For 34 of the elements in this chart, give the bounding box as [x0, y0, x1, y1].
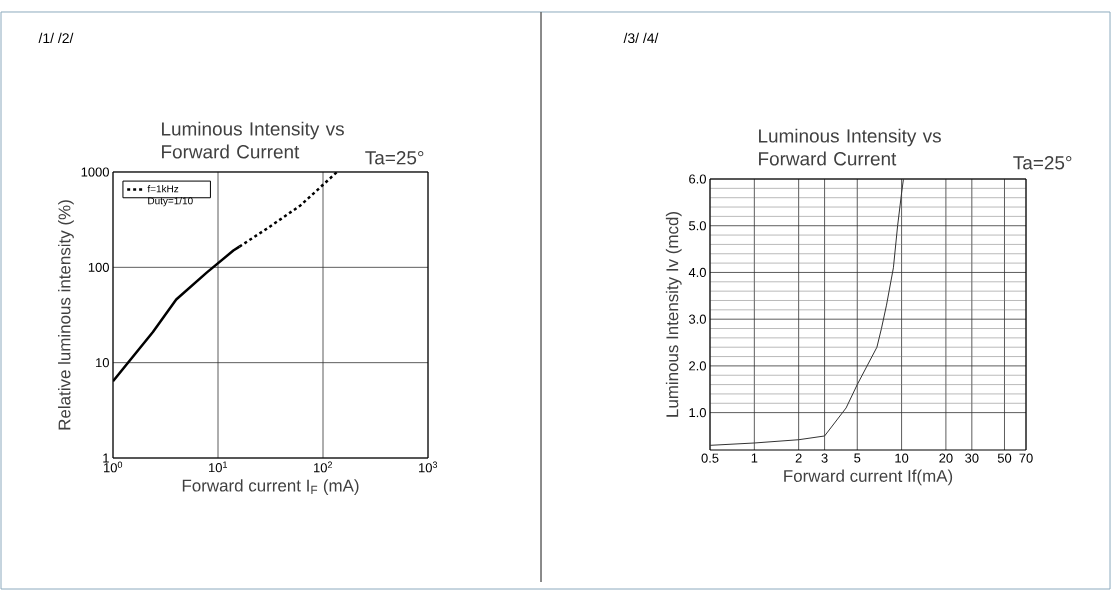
chart-title: Luminous Intensity vs Forward Current: [162, 121, 344, 159]
text: Ta=25°: [1013, 156, 1072, 170]
x-tick-label: 10$^{3}$: [419, 461, 438, 473]
x-tick-label: 0.5: [701, 453, 719, 463]
x-tick-label: 5: [854, 453, 861, 463]
y-tick-label: 10: [96, 358, 109, 368]
y-tick-label: 3.0: [688, 314, 706, 324]
y-tick-label: 5.0: [689, 221, 706, 231]
x-tick-label: 3: [821, 453, 828, 463]
x-tick-label: 30: [965, 453, 979, 463]
y-tick-label: 1000: [81, 167, 109, 177]
y-axis-title: Relative luminous intensity (%): [58, 200, 74, 430]
text: /3/ /4/: [623, 32, 659, 44]
x-tick-label: 50: [997, 453, 1012, 463]
x-axis-title: Forward current If(mA): [784, 469, 953, 486]
x-tick-label: 10: [895, 453, 909, 463]
x-tick-label: 70: [1019, 453, 1033, 463]
x-tick-label: 10$^{0}$: [104, 461, 123, 473]
y-axis-title: Luminous Intensity Iv (mcd): [665, 212, 682, 417]
y-tick-label: 2.0: [689, 361, 706, 371]
chart-title: Luminous Intensity vs Forward Current: [759, 128, 941, 166]
y-tick-label: 100: [88, 262, 109, 272]
x-tick-label: 20: [939, 453, 953, 463]
x-tick-label: 2: [795, 453, 802, 463]
x-tick-label: 10$^{2}$: [314, 461, 333, 473]
x-tick-label: 10$^{1}$: [209, 461, 228, 473]
y-tick-label: 4.0: [688, 267, 706, 278]
legend-label: f=1kHz Duty=1/10: [147, 185, 193, 207]
text: /1/ /2/: [38, 32, 74, 44]
y-tick-label: 6.0: [689, 174, 706, 184]
x-tick-label: 1: [751, 453, 758, 463]
text: Ta=25°: [365, 151, 424, 165]
x-axis-title: Forward current I$_{F}$ (mA): [182, 479, 359, 495]
y-tick-label: 1.0: [689, 408, 706, 418]
